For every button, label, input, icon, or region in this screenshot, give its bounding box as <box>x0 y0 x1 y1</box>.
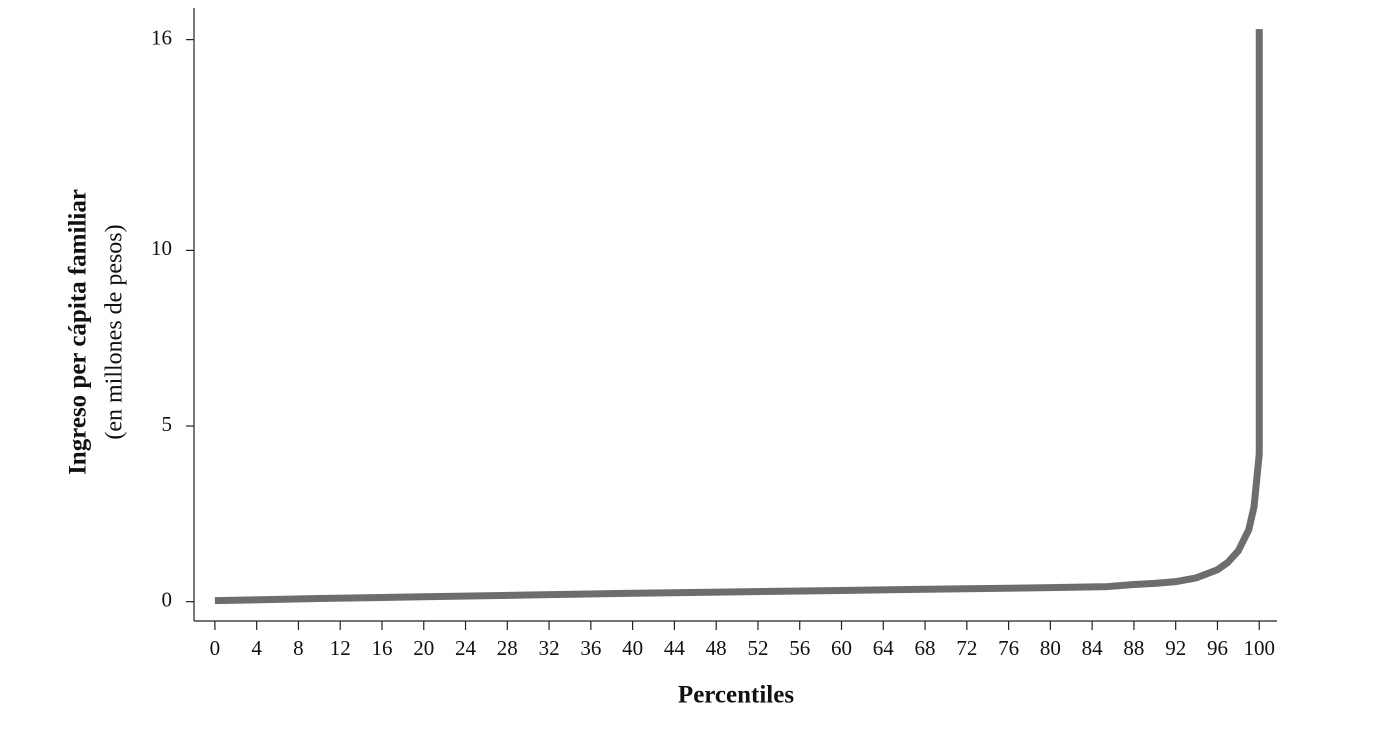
x-tick-label: 0 <box>210 636 221 660</box>
x-axis-label: Percentiles <box>678 682 794 709</box>
x-tick-label: 20 <box>413 636 434 660</box>
x-tick-label: 4 <box>251 636 262 660</box>
y-tick-label: 10 <box>151 236 172 260</box>
x-tick-label: 76 <box>998 636 1019 660</box>
x-tick-label: 68 <box>915 636 936 660</box>
x-tick-label: 8 <box>293 636 304 660</box>
x-tick-label: 100 <box>1243 636 1275 660</box>
x-tick-label: 88 <box>1123 636 1144 660</box>
y-axis-note: (en millones de pesos) <box>102 224 128 439</box>
y-tick-label: 0 <box>162 587 173 611</box>
x-tick-label: 56 <box>789 636 810 660</box>
y-axis-label: Ingreso per cápita familiar <box>65 189 92 475</box>
y-tick-label: 5 <box>162 412 173 436</box>
x-tick-label: 36 <box>580 636 601 660</box>
x-tick-label: 44 <box>664 636 686 660</box>
x-tick-label: 92 <box>1165 636 1186 660</box>
x-tick-label: 60 <box>831 636 852 660</box>
y-tick-label: 16 <box>151 25 172 49</box>
x-tick-label: 48 <box>706 636 727 660</box>
x-tick-label: 52 <box>747 636 768 660</box>
x-tick-label: 96 <box>1207 636 1228 660</box>
x-tick-label: 84 <box>1082 636 1104 660</box>
x-tick-label: 12 <box>330 636 351 660</box>
x-tick-label: 28 <box>497 636 518 660</box>
data-line <box>214 29 1263 605</box>
x-tick-label: 40 <box>622 636 643 660</box>
x-tick-label: 64 <box>873 636 895 660</box>
x-tick-label: 32 <box>539 636 560 660</box>
x-tick-label: 80 <box>1040 636 1061 660</box>
x-tick-label: 24 <box>455 636 477 660</box>
x-tick-label: 16 <box>371 636 392 660</box>
x-tick-label: 72 <box>956 636 977 660</box>
